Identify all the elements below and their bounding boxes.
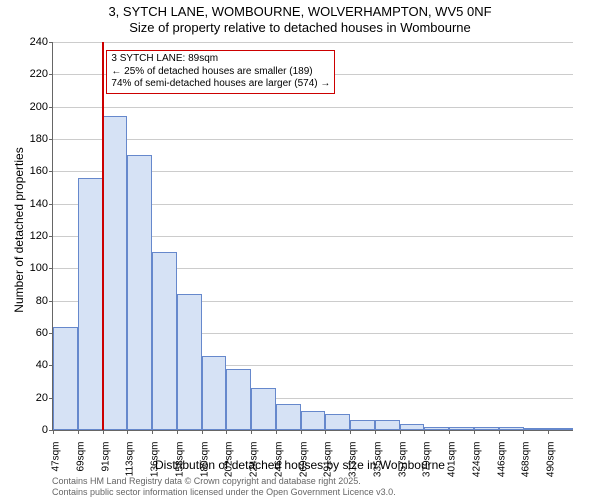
y-tick-label: 120 — [30, 230, 53, 242]
histogram-bar — [152, 252, 177, 430]
chart-container: 3, SYTCH LANE, WOMBOURNE, WOLVERHAMPTON,… — [0, 0, 600, 500]
y-tick-label: 200 — [30, 101, 53, 113]
histogram-bar — [226, 369, 251, 430]
x-tick-mark — [226, 430, 227, 434]
y-tick-label: 160 — [30, 165, 53, 177]
callout-line-2: ← 25% of detached houses are smaller (18… — [111, 66, 330, 79]
y-tick-label: 0 — [42, 424, 53, 436]
histogram-bar — [499, 427, 524, 430]
x-tick-mark — [276, 430, 277, 434]
histogram-bar — [548, 428, 573, 430]
histogram-bar — [251, 388, 276, 430]
histogram-bar — [276, 404, 301, 430]
y-tick-label: 80 — [36, 295, 53, 307]
x-tick-mark — [548, 430, 549, 434]
histogram-bar — [449, 427, 474, 430]
x-tick-mark — [523, 430, 524, 434]
histogram-bar — [424, 427, 449, 430]
y-tick-label: 20 — [36, 392, 53, 404]
histogram-bar — [325, 414, 350, 430]
x-tick-mark — [424, 430, 425, 434]
x-tick-mark — [251, 430, 252, 434]
histogram-bar — [524, 428, 549, 430]
histogram-bar — [301, 411, 326, 430]
x-tick-mark — [499, 430, 500, 434]
histogram-bar — [53, 327, 78, 430]
x-tick-mark — [152, 430, 153, 434]
y-tick-label: 60 — [36, 327, 53, 339]
y-tick-label: 180 — [30, 133, 53, 145]
histogram-bar — [103, 116, 128, 430]
histogram-bar — [400, 424, 425, 430]
callout-line-1: 3 SYTCH LANE: 89sqm — [111, 53, 330, 66]
histogram-bar — [350, 420, 375, 430]
y-tick-label: 40 — [36, 359, 53, 371]
callout-line-3: 74% of semi-detached houses are larger (… — [111, 78, 330, 91]
x-tick-mark — [53, 430, 54, 434]
x-tick-mark — [449, 430, 450, 434]
histogram-bar — [375, 420, 400, 430]
y-tick-label: 240 — [30, 36, 53, 48]
x-tick-mark — [474, 430, 475, 434]
histogram-bar — [177, 294, 202, 430]
bars-group — [53, 42, 573, 430]
y-tick-label: 220 — [30, 68, 53, 80]
footer-line-2: Contains public sector information licen… — [52, 487, 396, 498]
y-tick-label: 100 — [30, 262, 53, 274]
plot-area: 3 SYTCH LANE: 89sqm ← 25% of detached ho… — [52, 42, 573, 431]
x-tick-mark — [78, 430, 79, 434]
x-tick-mark — [103, 430, 104, 434]
footer-attribution: Contains HM Land Registry data © Crown c… — [52, 476, 396, 498]
x-tick-mark — [202, 430, 203, 434]
x-axis-label: Distribution of detached houses by size … — [0, 458, 600, 472]
histogram-bar — [78, 178, 103, 430]
title-line-2: Size of property relative to detached ho… — [0, 20, 600, 36]
y-tick-label: 140 — [30, 198, 53, 210]
histogram-bar — [202, 356, 227, 430]
reference-line — [102, 42, 104, 430]
x-tick-mark — [350, 430, 351, 434]
y-axis-label: Number of detached properties — [12, 147, 26, 312]
footer-line-1: Contains HM Land Registry data © Crown c… — [52, 476, 396, 487]
x-tick-mark — [127, 430, 128, 434]
x-tick-mark — [375, 430, 376, 434]
x-tick-mark — [177, 430, 178, 434]
histogram-bar — [474, 427, 499, 430]
x-tick-mark — [325, 430, 326, 434]
histogram-bar — [127, 155, 152, 430]
chart-title: 3, SYTCH LANE, WOMBOURNE, WOLVERHAMPTON,… — [0, 4, 600, 35]
x-tick-mark — [301, 430, 302, 434]
x-tick-mark — [400, 430, 401, 434]
marker-callout: 3 SYTCH LANE: 89sqm ← 25% of detached ho… — [106, 50, 335, 94]
title-line-1: 3, SYTCH LANE, WOMBOURNE, WOLVERHAMPTON,… — [108, 4, 491, 19]
